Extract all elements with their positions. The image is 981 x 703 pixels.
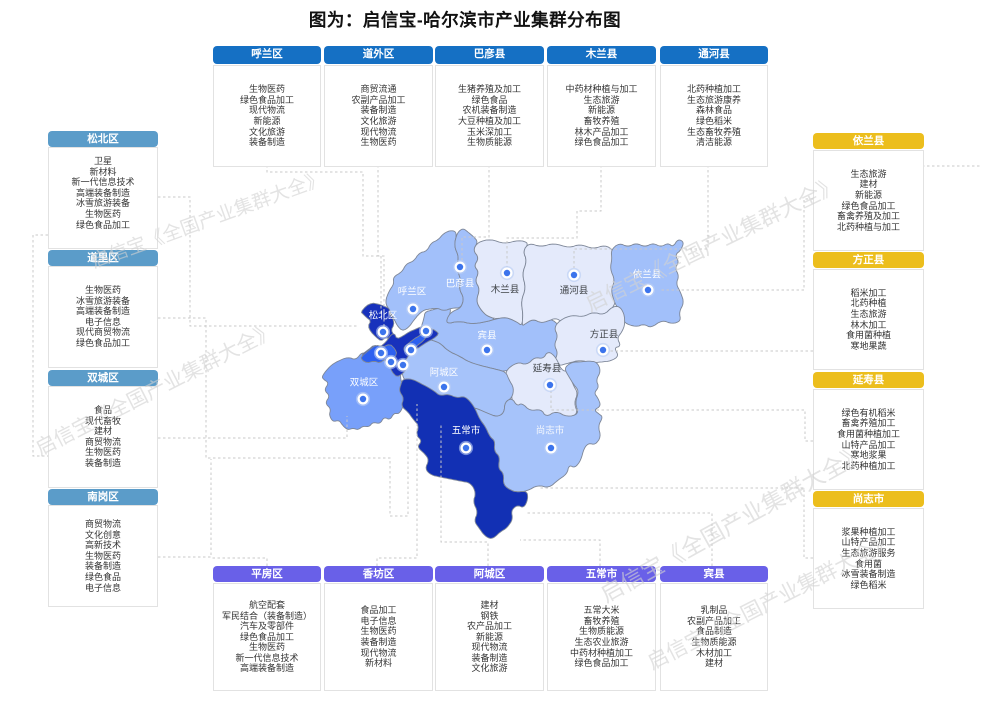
svg-text:依兰县: 依兰县 [633, 269, 662, 281]
svg-text:五常市: 五常市 [452, 425, 481, 437]
svg-text:尚志市: 尚志市 [536, 425, 565, 437]
svg-text:巴彦县: 巴彦县 [446, 278, 475, 290]
svg-text:通河县: 通河县 [560, 285, 589, 297]
svg-text:方正县: 方正县 [590, 329, 619, 341]
svg-text:木兰县: 木兰县 [491, 284, 520, 296]
svg-text:呼兰区: 呼兰区 [398, 286, 427, 298]
svg-text:宾县: 宾县 [477, 330, 496, 342]
svg-text:双城区: 双城区 [350, 378, 379, 389]
svg-text:松北区: 松北区 [369, 310, 398, 322]
svg-text:阿城区: 阿城区 [430, 368, 459, 379]
svg-text:延寿县: 延寿县 [533, 363, 562, 375]
